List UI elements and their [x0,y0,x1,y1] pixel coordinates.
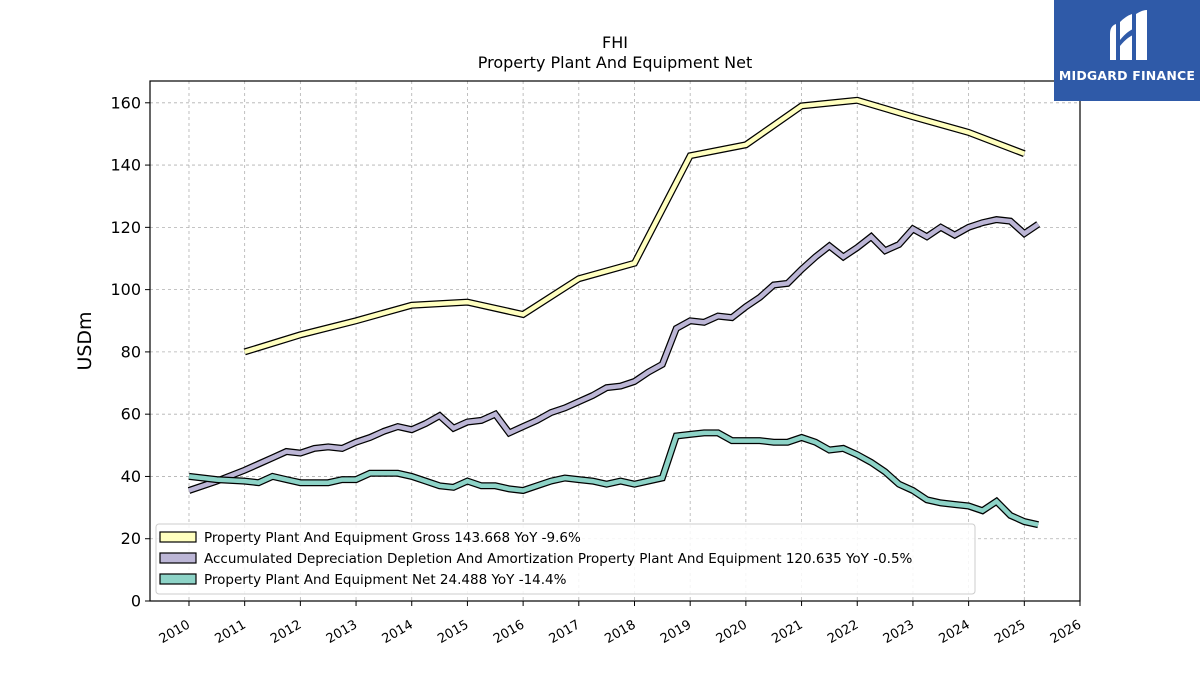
x-tick-label: 2023 [881,617,917,647]
y-axis-label: USDm [74,311,96,370]
x-tick-label: 2015 [435,617,471,647]
legend-label-gross: Property Plant And Equipment Gross 143.6… [204,530,581,546]
legend: Property Plant And Equipment Gross 143.6… [155,523,976,595]
y-tick-label: 160 [110,93,141,112]
x-axis-ticks: 2010 2011 2012 2013 2014 2015 2016 2017 2018 2019… [157,601,1084,647]
y-tick-label: 40 [121,467,141,486]
x-tick-label: 2026 [1048,617,1084,647]
legend-label-net: Property Plant And Equipment Net 24.488 … [204,572,567,588]
x-tick-label: 2024 [936,617,972,647]
y-tick-label: 140 [110,156,141,175]
plot-frame [149,80,1081,602]
brand-name: MIDGARD FINANCE [1058,68,1196,83]
legend-box [155,523,976,595]
x-tick-label: 2021 [769,617,805,647]
x-tick-label: 2020 [714,617,750,647]
series-lines [187,96,1041,529]
y-tick-label: 100 [110,280,141,299]
y-tick-label: 60 [121,405,141,424]
y-tick-label: 0 [131,592,141,611]
y-axis-ticks: 0 20 40 60 80 100 120 140 160 [110,93,150,611]
legend-swatch-gross [159,531,197,543]
x-tick-label: 2022 [825,617,861,647]
y-tick-label: 20 [121,529,141,548]
x-tick-label: 2012 [268,617,304,647]
chart-subtitle: Property Plant And Equipment Net [478,53,753,72]
series-line [244,98,1026,355]
x-tick-label: 2013 [324,617,360,647]
series-line [188,430,1039,527]
x-tick-label: 2025 [992,617,1028,647]
brand-logo: MIDGARD FINANCE [1054,0,1200,101]
legend-swatch-accumulated-depreciation [159,552,197,564]
x-tick-label: 2017 [547,617,583,647]
series-line [188,217,1040,493]
chart-title: FHI [602,33,628,52]
legend-label-accumulated-depreciation: Accumulated Depreciation Depletion And A… [204,551,913,567]
mf-monogram-icon [1110,10,1147,60]
x-tick-label: 2014 [380,617,416,647]
x-tick-label: 2019 [658,617,694,647]
x-tick-label: 2011 [213,617,249,647]
x-tick-label: 2010 [157,617,193,647]
legend-swatch-net [159,573,197,585]
x-tick-label: 2016 [491,617,527,647]
y-tick-label: 80 [121,342,141,361]
x-tick-label: 2018 [602,617,638,647]
y-tick-label: 120 [110,218,141,237]
